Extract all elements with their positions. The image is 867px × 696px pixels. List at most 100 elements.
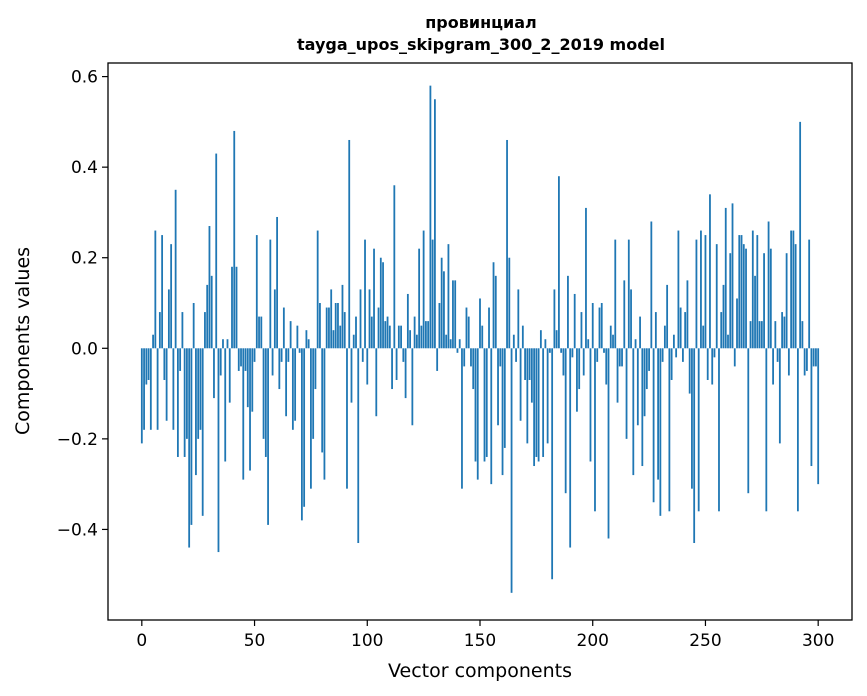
bar [422,230,425,349]
bar [677,230,680,349]
bar [718,348,720,512]
bar [483,348,486,462]
bar [303,348,306,507]
bar [307,339,310,349]
bar [310,348,312,489]
bar [657,348,660,480]
bar [774,321,777,349]
bar [158,312,161,349]
bar [140,348,143,444]
bar [467,316,470,349]
bar [294,348,297,421]
bar [485,348,488,457]
bar [406,293,409,349]
bar [785,253,788,349]
bar [438,303,441,349]
bar [427,321,430,349]
bar [591,303,594,349]
x-tick-label: 300 [802,631,834,651]
bar [479,298,481,349]
bar [783,316,786,349]
bar [682,348,684,362]
bar [740,235,743,349]
bar [415,334,418,349]
x-tick-label: 200 [577,631,609,651]
bar [684,312,687,349]
bar [246,348,249,408]
bar [337,303,339,349]
bar [411,348,414,426]
bar [458,339,461,349]
bar [639,316,641,349]
bar [156,348,159,430]
bar [517,289,520,349]
bar [393,185,396,349]
bar [199,348,202,430]
bar [691,348,693,489]
bar [282,307,285,349]
bar [810,348,813,467]
bar [796,348,799,512]
bar [461,348,463,489]
bar [361,348,364,362]
bar [501,348,504,476]
bar [510,348,513,593]
bar [264,348,267,457]
bar [217,348,220,553]
y-tick-label: −0.2 [57,430,98,450]
bar [330,289,333,349]
bar [693,348,696,544]
bar [663,325,666,349]
bar [488,307,490,349]
bar [316,230,319,349]
bar [179,348,182,371]
bar [213,348,215,399]
bar [778,348,781,444]
bar [772,348,774,385]
y-tick-label: 0.4 [71,158,98,178]
bar [170,244,173,349]
bar [645,348,648,390]
bar [357,348,360,544]
bar [490,348,493,485]
bar [497,348,499,426]
bar [258,316,260,349]
bar [215,153,218,349]
bar [603,348,605,353]
bar [186,348,188,439]
bar [152,334,154,349]
bar [463,348,466,367]
bar [219,348,222,376]
x-tick-label: 0 [136,631,147,651]
bar [352,334,355,349]
bar [312,348,315,439]
bar [231,266,233,349]
bar [386,316,389,349]
bar [494,275,497,349]
bar [672,334,675,349]
bar [812,348,815,367]
bar [801,321,804,349]
bar [350,348,353,403]
bar [334,303,337,349]
bar [558,176,560,349]
bar [165,348,168,421]
bar [724,207,727,349]
bar [470,348,472,367]
bar [201,348,204,516]
bar [675,348,678,358]
bar [760,321,763,349]
bar [192,303,195,349]
bar [733,348,736,367]
x-tick-label: 100 [351,631,383,651]
bar [289,321,292,349]
bar [650,221,653,349]
bar [224,348,227,462]
bar [183,348,186,457]
bar [210,275,213,349]
bar [668,348,671,512]
bar [727,334,729,349]
bar [228,348,231,403]
bar [567,275,569,349]
bar-series [140,85,820,593]
